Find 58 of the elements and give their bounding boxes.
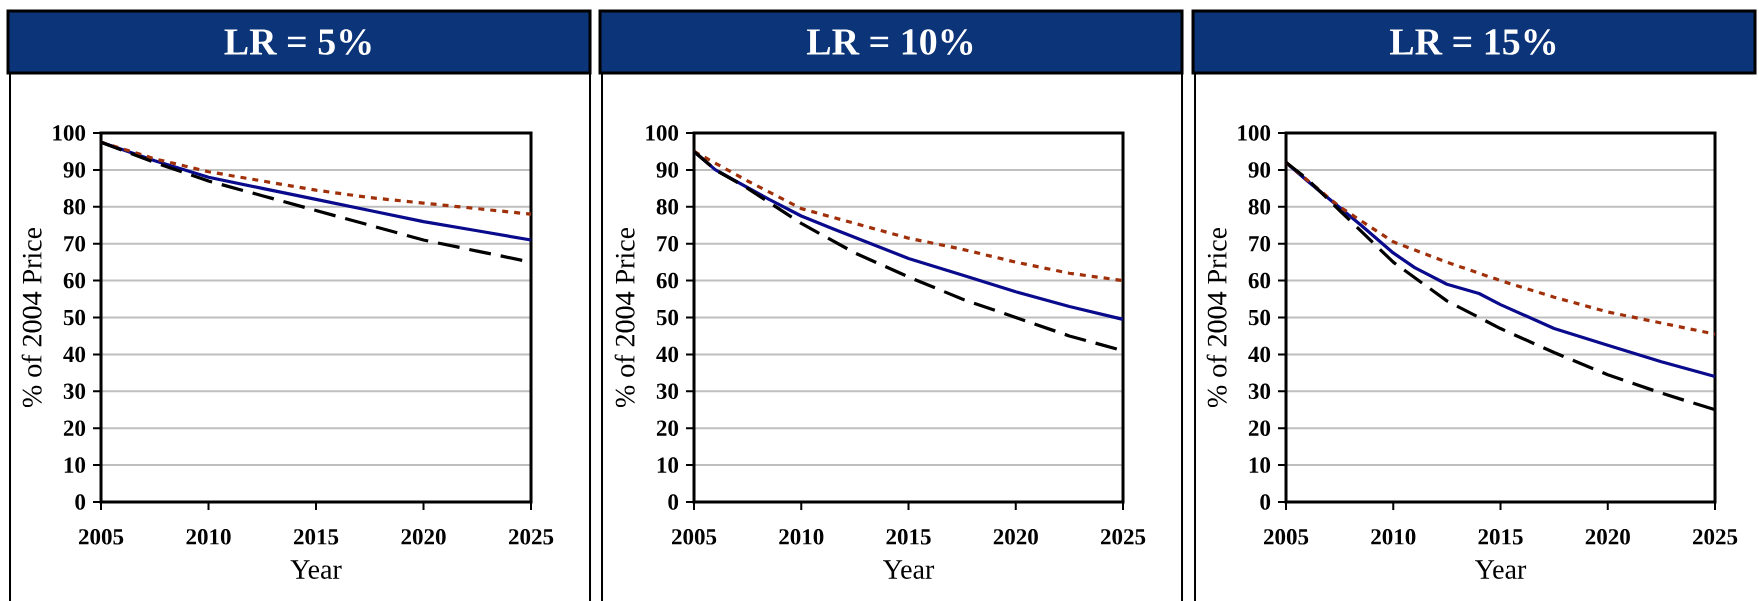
y-tick-label: 100	[1238, 125, 1271, 141]
y-tick-label: 100	[646, 125, 679, 141]
chart-title: LR = 15%	[1389, 29, 1556, 55]
y-tick-label: 50	[1248, 309, 1271, 326]
y-tick-label: 20	[656, 420, 679, 436]
y-tick-label: 90	[1248, 162, 1271, 178]
y-tick-label: 10	[657, 457, 679, 473]
x-tick-label: 2020	[1585, 529, 1630, 545]
y-tick-label: 10	[64, 457, 86, 473]
x-axis-title: Year	[290, 560, 342, 579]
y-tick-label: 30	[656, 383, 679, 400]
x-tick-label: 2005	[1263, 529, 1309, 545]
y-tick-label: 70	[657, 235, 679, 252]
x-tick-label: 2015	[886, 529, 931, 545]
y-tick-label: 0	[668, 494, 679, 510]
chart-title: LR = 5%	[224, 29, 371, 55]
y-axis-title: % of 2004 Price	[614, 227, 635, 408]
chart-title: LR = 10%	[806, 29, 973, 55]
x-tick-label: 2015	[293, 529, 339, 545]
y-tick-label: 40	[656, 346, 679, 363]
x-tick-label: 2025	[1692, 529, 1738, 545]
y-tick-label: 60	[63, 272, 86, 289]
y-tick-label: 50	[63, 309, 86, 326]
x-tick-label: 2010	[1371, 529, 1416, 545]
y-tick-label: 30	[1248, 383, 1271, 400]
y-tick-label: 90	[656, 162, 679, 178]
y-tick-label: 100	[53, 125, 86, 141]
x-tick-label: 2020	[993, 529, 1038, 545]
x-tick-label: 2010	[186, 529, 231, 545]
y-tick-label: 40	[1248, 346, 1271, 363]
y-tick-label: 40	[63, 346, 86, 363]
y-tick-label: 0	[75, 494, 86, 510]
y-tick-label: 20	[63, 420, 86, 436]
y-axis-title: % of 2004 Price	[1206, 227, 1227, 408]
x-tick-label: 2010	[779, 529, 824, 545]
x-axis-title: Year	[883, 560, 935, 579]
y-tick-label: 70	[64, 235, 86, 252]
y-tick-label: 30	[63, 383, 86, 400]
x-tick-label: 2025	[508, 529, 554, 545]
x-tick-label: 2015	[1478, 529, 1523, 545]
y-tick-label: 60	[656, 272, 679, 289]
y-tick-label: 20	[1248, 420, 1271, 436]
y-axis-title: % of 2004 Price	[21, 227, 42, 408]
x-tick-label: 2005	[671, 529, 717, 545]
y-tick-label: 90	[63, 162, 86, 178]
y-tick-label: 60	[1248, 272, 1271, 289]
y-tick-label: 70	[1249, 235, 1271, 252]
y-tick-label: 50	[656, 309, 679, 326]
x-tick-label: 2005	[78, 529, 124, 545]
x-tick-label: 2025	[1100, 529, 1146, 545]
x-axis-title: Year	[1475, 560, 1527, 579]
y-tick-label: 80	[656, 199, 679, 215]
y-tick-label: 80	[63, 199, 86, 215]
y-tick-label: 0	[1260, 494, 1271, 510]
y-tick-label: 80	[1248, 199, 1271, 215]
line-series	[692, 149, 1125, 283]
x-tick-label: 2020	[401, 529, 446, 545]
y-tick-label: 10	[1249, 457, 1271, 473]
